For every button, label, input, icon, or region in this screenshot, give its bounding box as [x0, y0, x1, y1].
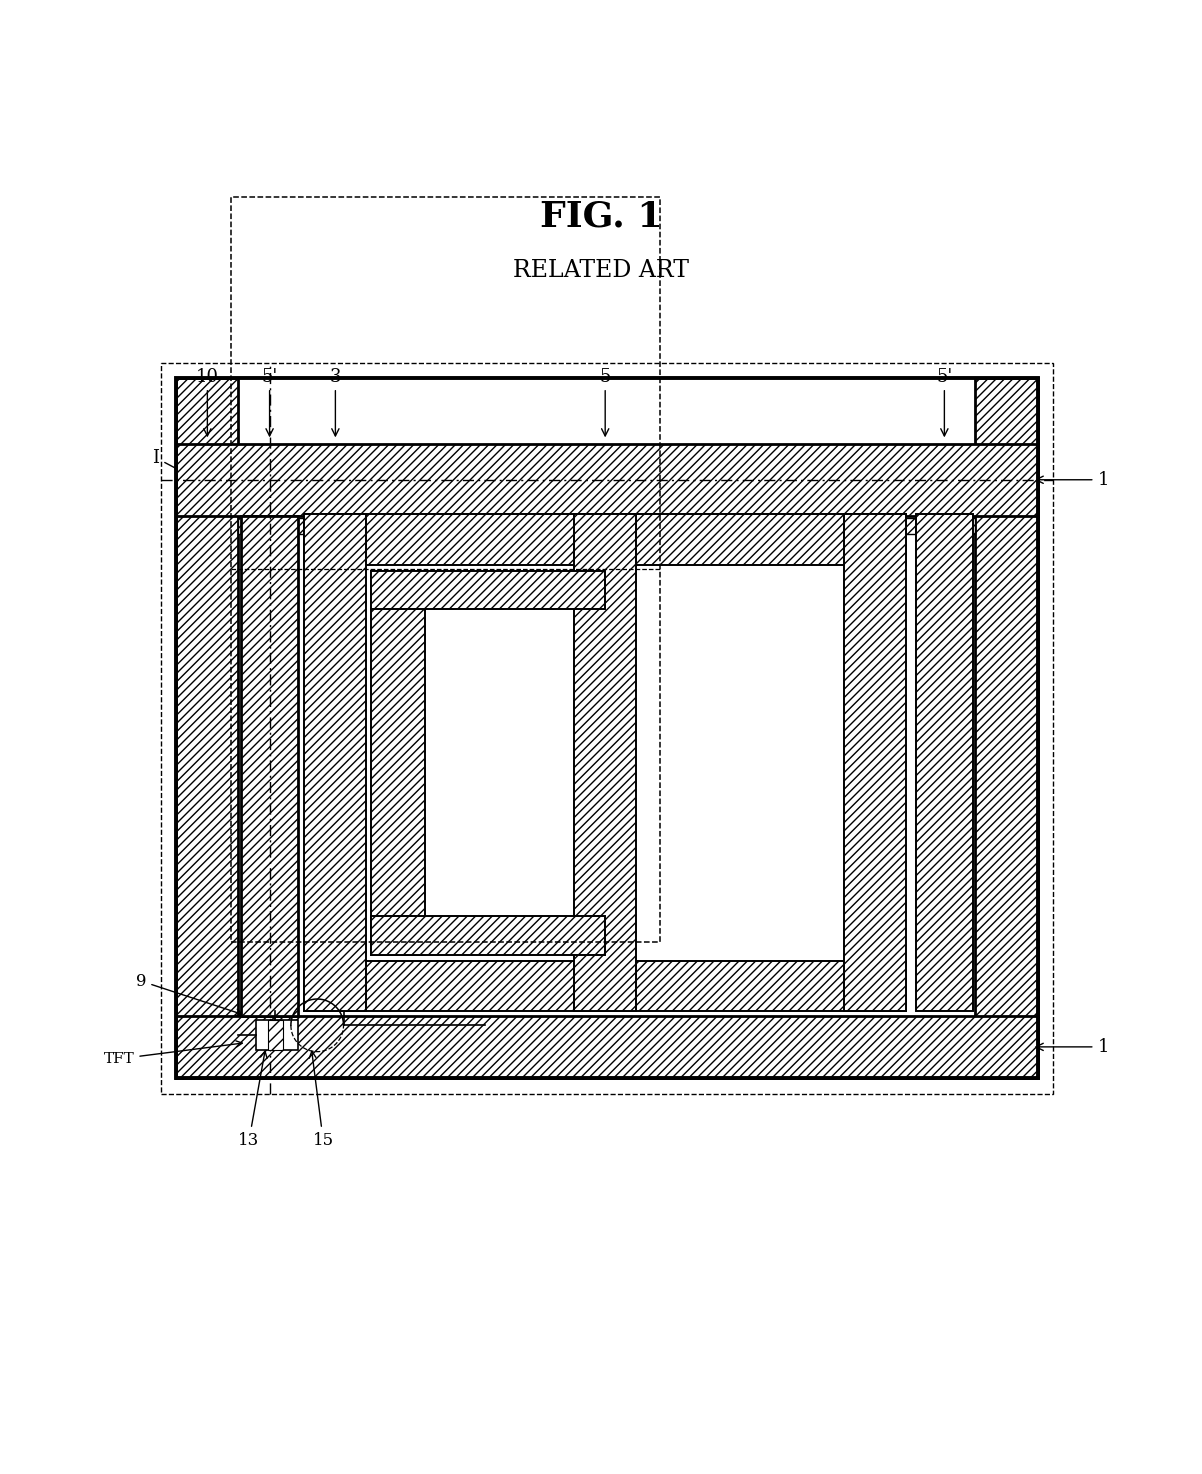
- Bar: [238, 517, 976, 534]
- Bar: [304, 514, 906, 565]
- Text: 3: 3: [329, 368, 341, 436]
- Text: 5': 5': [936, 368, 952, 436]
- Bar: [177, 1016, 1037, 1077]
- Text: 5: 5: [600, 368, 611, 436]
- Bar: [575, 514, 636, 1011]
- Bar: [177, 444, 1037, 516]
- Text: 1: 1: [1036, 470, 1109, 489]
- Text: 15: 15: [309, 1051, 334, 1148]
- Bar: [844, 514, 906, 1011]
- Bar: [177, 377, 238, 1077]
- Bar: [256, 1020, 298, 1051]
- Bar: [304, 961, 906, 1011]
- Text: 13: 13: [238, 1051, 267, 1148]
- Bar: [240, 516, 298, 1016]
- Bar: [976, 377, 1037, 1077]
- Bar: [371, 570, 605, 609]
- Text: 10: 10: [196, 368, 219, 436]
- Text: 5': 5': [262, 368, 278, 436]
- Text: I: I: [153, 450, 222, 494]
- Bar: [177, 377, 1037, 1077]
- Text: 9: 9: [136, 973, 243, 1016]
- Bar: [304, 514, 367, 1011]
- Text: FIG. 1: FIG. 1: [540, 199, 662, 233]
- Text: TFT: TFT: [103, 1041, 243, 1066]
- Bar: [161, 363, 1053, 1094]
- Bar: [268, 1020, 282, 1051]
- Text: 1: 1: [1036, 1038, 1109, 1055]
- Bar: [916, 514, 974, 1011]
- Bar: [231, 198, 660, 942]
- Text: RELATED ART: RELATED ART: [513, 259, 689, 282]
- Bar: [371, 917, 605, 955]
- Bar: [371, 570, 426, 955]
